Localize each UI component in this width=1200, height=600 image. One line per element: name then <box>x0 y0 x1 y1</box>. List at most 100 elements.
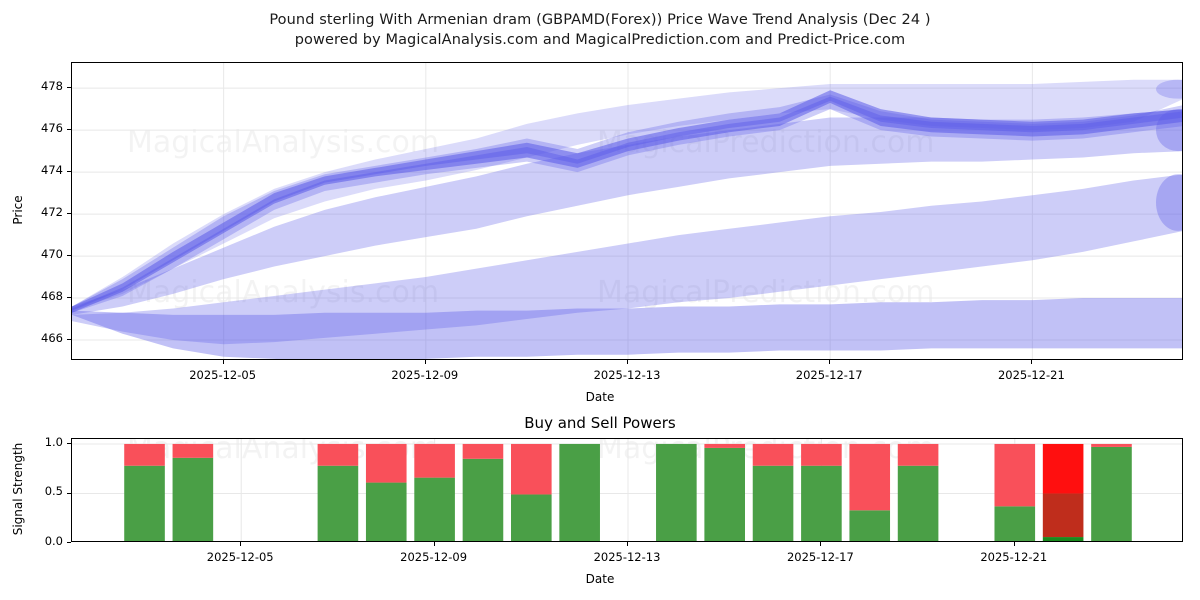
y-tick-label: 470 <box>19 247 63 261</box>
bar-buy-segment <box>124 466 165 542</box>
buy-sell-plot: MagicalAnalysis.com MagicalPrediction.co… <box>71 438 1183 542</box>
bar-sell-segment <box>124 444 165 466</box>
x-tick-mark <box>1031 360 1032 364</box>
bar-buy-segment <box>753 466 794 542</box>
bar-group[interactable] <box>124 444 165 542</box>
y-tick-mark <box>67 493 71 494</box>
bar-sell-segment <box>801 444 842 466</box>
bar-sell-dark-segment <box>1043 493 1084 537</box>
y-tick-label: 476 <box>19 121 63 135</box>
bar-buy-segment <box>656 444 697 542</box>
y-tick-label: 468 <box>19 289 63 303</box>
y-tick-mark <box>67 171 71 172</box>
bar-sell-segment <box>318 444 359 466</box>
y-axis-title: Price <box>11 180 25 240</box>
y-tick-mark <box>67 542 71 543</box>
x-tick-label: 2025-12-05 <box>180 550 300 564</box>
price-wave-svg <box>72 63 1183 360</box>
x-tick-mark <box>627 360 628 364</box>
y-tick-mark <box>67 297 71 298</box>
bar-sell-segment <box>753 444 794 466</box>
x-tick-mark <box>240 542 241 546</box>
bar-buy-segment <box>994 506 1035 542</box>
y-tick-label: 0.0 <box>19 534 63 548</box>
y-tick-mark <box>67 255 71 256</box>
bar-group[interactable] <box>849 444 890 542</box>
buy-sell-title: Buy and Sell Powers <box>0 414 1200 432</box>
x-tick-mark <box>223 360 224 364</box>
bar-buy-segment <box>173 458 214 542</box>
title-line-1: Pound sterling With Armenian dram (GBPAM… <box>0 10 1200 30</box>
y-tick-label: 466 <box>19 331 63 345</box>
y-tick-label: 478 <box>19 79 63 93</box>
bar-sell-segment <box>366 444 407 483</box>
y-tick-mark <box>67 87 71 88</box>
bar-buy-segment <box>511 494 552 542</box>
bar-buy-segment <box>1043 537 1084 542</box>
chart-page: Pound sterling With Armenian dram (GBPAM… <box>0 0 1200 600</box>
x-tick-mark <box>425 360 426 364</box>
y-tick-label: 1.0 <box>19 435 63 449</box>
bar-sell-segment <box>994 444 1035 506</box>
bar-group[interactable] <box>559 444 600 542</box>
bar-sell-segment <box>1091 444 1132 447</box>
bar-sell-segment <box>511 444 552 495</box>
y-tick-label: 474 <box>19 163 63 177</box>
bar-buy-segment <box>318 466 359 542</box>
bar-buy-segment <box>704 448 745 542</box>
bar-group[interactable] <box>173 444 214 542</box>
bar-group[interactable] <box>753 444 794 542</box>
x-axis-title: Date <box>0 390 1200 404</box>
x-tick-mark <box>829 360 830 364</box>
x-tick-label: 2025-12-21 <box>971 368 1091 382</box>
bar-buy-segment <box>559 444 600 542</box>
bar-group[interactable] <box>366 444 407 542</box>
buy-sell-svg <box>72 439 1183 542</box>
bar-buy-segment <box>1091 447 1132 542</box>
page-title: Pound sterling With Armenian dram (GBPAM… <box>0 10 1200 50</box>
bar-group[interactable] <box>1043 444 1084 542</box>
x-tick-label: 2025-12-17 <box>769 368 889 382</box>
bar-group[interactable] <box>414 444 455 542</box>
x-tick-label: 2025-12-17 <box>760 550 880 564</box>
x-tick-label: 2025-12-13 <box>567 368 687 382</box>
y-tick-mark <box>67 213 71 214</box>
title-line-2: powered by MagicalAnalysis.com and Magic… <box>0 30 1200 50</box>
bar-sell-bright-segment <box>1043 444 1084 494</box>
bar-sell-segment <box>898 444 939 466</box>
x-tick-label: 2025-12-09 <box>365 368 485 382</box>
bar-group[interactable] <box>704 444 745 542</box>
x-tick-label: 2025-12-21 <box>954 550 1074 564</box>
bar-buy-segment <box>849 510 890 542</box>
x-tick-mark <box>820 542 821 546</box>
y-tick-mark <box>67 129 71 130</box>
bar-sell-segment <box>849 444 890 510</box>
y-tick-label: 0.5 <box>19 484 63 498</box>
bar-group[interactable] <box>801 444 842 542</box>
bar-group[interactable] <box>511 444 552 542</box>
y-tick-mark <box>67 443 71 444</box>
bar-buy-segment <box>898 466 939 542</box>
bar-group[interactable] <box>318 444 359 542</box>
bar-group[interactable] <box>1091 444 1132 542</box>
y-axis-title: Signal Strength <box>11 439 25 539</box>
y-tick-label: 472 <box>19 205 63 219</box>
bar-group[interactable] <box>994 444 1035 542</box>
y-tick-mark <box>67 339 71 340</box>
bar-buy-segment <box>463 459 504 542</box>
bar-buy-segment <box>801 466 842 542</box>
bar-sell-segment <box>463 444 504 459</box>
bar-sell-segment <box>173 444 214 458</box>
bar-buy-segment <box>414 478 455 542</box>
bar-sell-segment <box>704 444 745 448</box>
bar-group[interactable] <box>463 444 504 542</box>
bar-group[interactable] <box>656 444 697 542</box>
bar-sell-segment <box>414 444 455 478</box>
x-tick-mark <box>434 542 435 546</box>
x-tick-label: 2025-12-13 <box>567 550 687 564</box>
x-tick-mark <box>1014 542 1015 546</box>
bar-group[interactable] <box>898 444 939 542</box>
x-tick-label: 2025-12-09 <box>374 550 494 564</box>
x-axis-title: Date <box>0 572 1200 586</box>
x-tick-mark <box>627 542 628 546</box>
